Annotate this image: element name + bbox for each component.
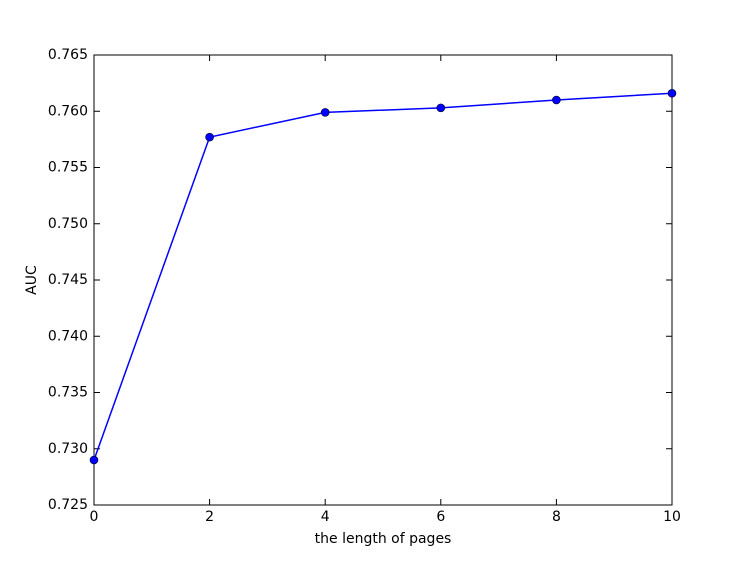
y-tick-label: 0.755 — [48, 160, 88, 176]
point — [89, 455, 99, 465]
y-tick-label: 0.760 — [48, 103, 88, 119]
y-tick-label: 0.735 — [48, 385, 88, 401]
y-tick-label: 0.750 — [48, 216, 88, 232]
y-axis-label: AUC — [24, 265, 40, 295]
point — [552, 95, 561, 105]
x-tick-label: 4 — [321, 509, 330, 525]
y-tick-label: 0.745 — [48, 272, 88, 288]
point — [667, 88, 677, 98]
line — [93, 92, 673, 461]
x-tick-label: 10 — [663, 509, 681, 525]
y-tick-label: 0.725 — [48, 497, 88, 513]
x-tick-label: 2 — [205, 509, 214, 525]
y-tick-label: 0.740 — [48, 328, 88, 344]
y-tick-label: 0.730 — [48, 441, 88, 457]
x-tick-label: 6 — [436, 509, 445, 525]
point — [320, 108, 330, 117]
plot-frame — [93, 54, 673, 506]
x-tick-label: 8 — [552, 509, 561, 525]
point — [205, 132, 214, 142]
point — [436, 103, 446, 113]
x-axis-label: the length of pages — [315, 531, 452, 547]
x-tick-label: 0 — [90, 509, 99, 525]
y-tick-label: 0.765 — [48, 47, 88, 63]
